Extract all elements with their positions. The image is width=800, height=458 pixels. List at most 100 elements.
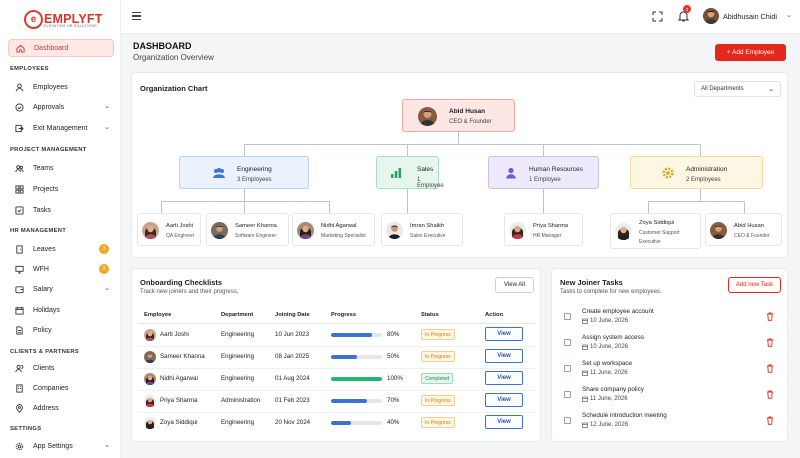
trash-icon[interactable] (766, 364, 774, 373)
org-node-employee[interactable]: Imran Shaikh Sales Executive (381, 213, 463, 246)
divider (138, 368, 535, 369)
view-all-button[interactable]: View All (495, 277, 534, 293)
sidebar-item-leaves[interactable]: Leaves 3 (8, 240, 114, 258)
column-header: Status (421, 312, 439, 318)
progress-label: 50% (387, 353, 400, 360)
user-name[interactable]: Abidhusain Chidi (723, 12, 777, 21)
employee-name: Nidhi Agarwal (160, 375, 198, 382)
connector-line (244, 189, 245, 201)
column-header: Department (221, 312, 254, 318)
fullscreen-icon[interactable] (652, 11, 663, 22)
sidebar-item-app-settings[interactable]: App Settings ⌄ (8, 437, 114, 455)
connector-line (543, 144, 544, 156)
org-node-employee[interactable]: Sameer Khanna Software Engineer (206, 213, 289, 246)
task-title: Create employee account (582, 308, 654, 315)
task-date-text: 11 June, 2026 (590, 370, 628, 376)
org-node-employee[interactable]: Nidhi Agarwal Marketing Specialist (292, 213, 375, 246)
divider (138, 323, 535, 324)
table-row: Sameer Khanna Engineering 08 Jan 2025 50… (132, 347, 540, 369)
connector-line (244, 201, 245, 213)
avatar (297, 222, 314, 239)
org-node-employee[interactable]: Aarti Joshi QA Engineer (137, 213, 201, 246)
org-node-employee[interactable]: Abid Husan CEO & Founder (705, 213, 782, 246)
org-node-employee[interactable]: Zoya Siddiqui Customer Support Executive (610, 213, 701, 249)
employee-name: Nidhi Agarwal (321, 223, 357, 229)
avatar (615, 223, 632, 240)
chevron-down-icon: ⌄ (104, 442, 110, 449)
view-button[interactable]: View (485, 393, 523, 407)
add-employee-button[interactable]: + Add Employee (715, 44, 786, 61)
chevron-down-icon: ⌄ (104, 285, 110, 292)
avatar (144, 417, 156, 429)
task-checkbox[interactable] (564, 313, 571, 320)
task-checkbox[interactable] (564, 365, 571, 372)
avatar (418, 107, 437, 126)
employee-name: Zoya Siddiqui (639, 220, 675, 226)
view-button[interactable]: View (485, 349, 523, 363)
employee-name: Sameer Khanna (160, 353, 205, 360)
sidebar-item-tasks[interactable]: Tasks (8, 201, 114, 219)
bar-chart-icon (389, 166, 403, 180)
sidebar-item-salary[interactable]: Salary ⌄ (8, 280, 114, 298)
trash-icon[interactable] (766, 390, 774, 399)
dept-name: Administration (686, 166, 728, 173)
sidebar-item-label: Holidays (33, 306, 60, 314)
org-node-administration[interactable]: Administration 2 Employees (630, 156, 763, 189)
connector-line (648, 201, 745, 202)
gear-icon (13, 440, 25, 452)
trash-icon[interactable] (766, 338, 774, 347)
view-button[interactable]: View (485, 327, 523, 341)
task-item: Create employee account 10 June, 2026 (552, 303, 787, 329)
onboarding-checklists-card: Onboarding Checklists Track new joiners … (131, 268, 541, 442)
tasks-title: New Joiner Tasks (560, 278, 623, 287)
org-node-name: Abid Husan (449, 108, 486, 115)
view-button[interactable]: View (485, 415, 523, 429)
sidebar-item-teams[interactable]: Teams (8, 159, 114, 177)
task-checkbox[interactable] (564, 417, 571, 424)
sidebar-item-projects[interactable]: Projects (8, 180, 114, 198)
sidebar-item-clients[interactable]: Clients (8, 359, 114, 377)
progress-bar (331, 355, 382, 359)
task-date: 11 June, 2026 (582, 370, 628, 376)
org-chart-title: Organization Chart (140, 84, 208, 93)
task-date-text: 10 June, 2026 (590, 318, 629, 324)
connector-line (407, 189, 408, 213)
task-checkbox[interactable] (564, 391, 571, 398)
org-node-human-resources[interactable]: Human Resources 1 Employee (488, 156, 599, 189)
chevron-down-icon: ⌄ (768, 86, 774, 93)
employee-name: Abid Husan (734, 223, 764, 229)
sidebar: e EMPLYFT ELEVATING HR SOLUTIONS Dashboa… (0, 0, 121, 458)
menu-toggle-icon[interactable] (132, 12, 141, 20)
sidebar-item-dashboard[interactable]: Dashboard (8, 39, 114, 57)
sidebar-item-employees[interactable]: Employees (8, 78, 114, 96)
trash-icon[interactable] (766, 312, 774, 321)
task-checkbox[interactable] (564, 339, 571, 346)
chevron-down-icon[interactable]: ⌄ (786, 12, 792, 19)
sidebar-item-companies[interactable]: Companies (8, 379, 114, 397)
avatar (509, 222, 526, 239)
joining-date: 10 Jun 2023 (275, 331, 310, 338)
trash-icon[interactable] (766, 416, 774, 425)
joining-date: 20 Nov 2024 (275, 419, 311, 426)
org-node-sales[interactable]: Sales 1 Employee (376, 156, 444, 189)
teams-icon (13, 162, 25, 174)
org-node-employee[interactable]: Priya Sharma HR Manager (504, 213, 583, 246)
table-row: Aarti Joshi Engineering 10 Jun 2023 80% … (132, 325, 540, 347)
sidebar-item-holidays[interactable]: Holidays (8, 301, 114, 319)
sidebar-item-policy[interactable]: Policy (8, 321, 114, 339)
sidebar-item-exit-management[interactable]: Exit Management ⌄ (8, 119, 114, 137)
sidebar-item-address[interactable]: Address (8, 399, 114, 417)
sidebar-item-wfh[interactable]: WFH 2 (8, 260, 114, 278)
brand-logo[interactable]: e EMPLYFT ELEVATING HR SOLUTIONS (24, 8, 103, 30)
user-avatar[interactable] (703, 8, 719, 24)
status-badge: In Progress (421, 329, 455, 340)
org-node-ceo[interactable]: Abid Husan CEO & Founder (402, 99, 515, 132)
department-filter-select[interactable]: All Departments ⌄ (694, 81, 781, 97)
sidebar-item-approvals[interactable]: Approvals ⌄ (8, 98, 114, 116)
wallet-icon (13, 283, 25, 295)
building-icon (13, 382, 25, 394)
view-button[interactable]: View (485, 371, 523, 385)
add-new-task-button[interactable]: Add new Task (728, 277, 781, 293)
org-node-engineering[interactable]: Engineering 3 Employees (179, 156, 309, 189)
task-title: Share company policy (582, 386, 644, 393)
